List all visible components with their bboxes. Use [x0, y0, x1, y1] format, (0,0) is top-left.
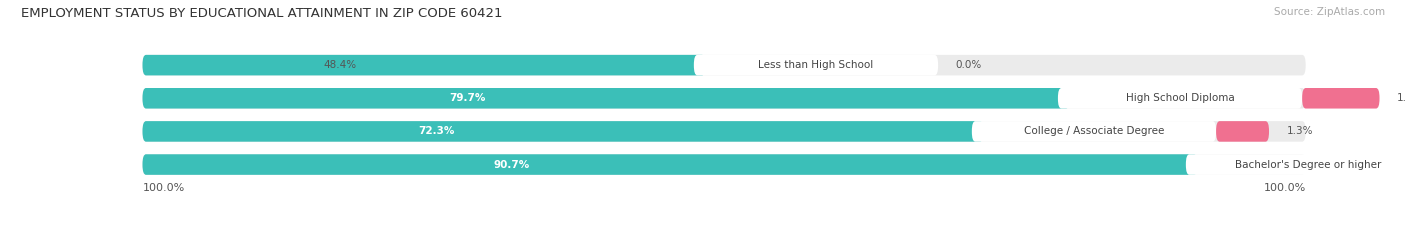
FancyBboxPatch shape [972, 121, 1216, 142]
FancyBboxPatch shape [142, 88, 1070, 109]
Text: 0.0%: 0.0% [956, 60, 981, 70]
FancyBboxPatch shape [693, 55, 938, 75]
FancyBboxPatch shape [142, 55, 1306, 75]
FancyBboxPatch shape [142, 121, 1306, 142]
Text: 100.0%: 100.0% [1264, 183, 1306, 193]
FancyBboxPatch shape [142, 121, 983, 142]
Text: EMPLOYMENT STATUS BY EDUCATIONAL ATTAINMENT IN ZIP CODE 60421: EMPLOYMENT STATUS BY EDUCATIONAL ATTAINM… [21, 7, 502, 20]
Text: Bachelor's Degree or higher: Bachelor's Degree or higher [1234, 160, 1381, 170]
FancyBboxPatch shape [1057, 88, 1302, 109]
Text: 79.7%: 79.7% [449, 93, 485, 103]
FancyBboxPatch shape [1302, 88, 1379, 109]
Text: Less than High School: Less than High School [758, 60, 873, 70]
Text: Source: ZipAtlas.com: Source: ZipAtlas.com [1274, 7, 1385, 17]
Text: 72.3%: 72.3% [419, 127, 456, 136]
Text: High School Diploma: High School Diploma [1126, 93, 1234, 103]
FancyBboxPatch shape [1216, 121, 1270, 142]
FancyBboxPatch shape [142, 88, 1306, 109]
Text: 48.4%: 48.4% [323, 60, 356, 70]
FancyBboxPatch shape [1185, 154, 1406, 175]
Text: 1.9%: 1.9% [1398, 93, 1406, 103]
Text: 1.3%: 1.3% [1286, 127, 1313, 136]
FancyBboxPatch shape [142, 55, 706, 75]
Text: College / Associate Degree: College / Associate Degree [1024, 127, 1164, 136]
Text: 90.7%: 90.7% [494, 160, 530, 170]
FancyBboxPatch shape [142, 154, 1306, 175]
FancyBboxPatch shape [142, 154, 1198, 175]
Text: 100.0%: 100.0% [142, 183, 184, 193]
